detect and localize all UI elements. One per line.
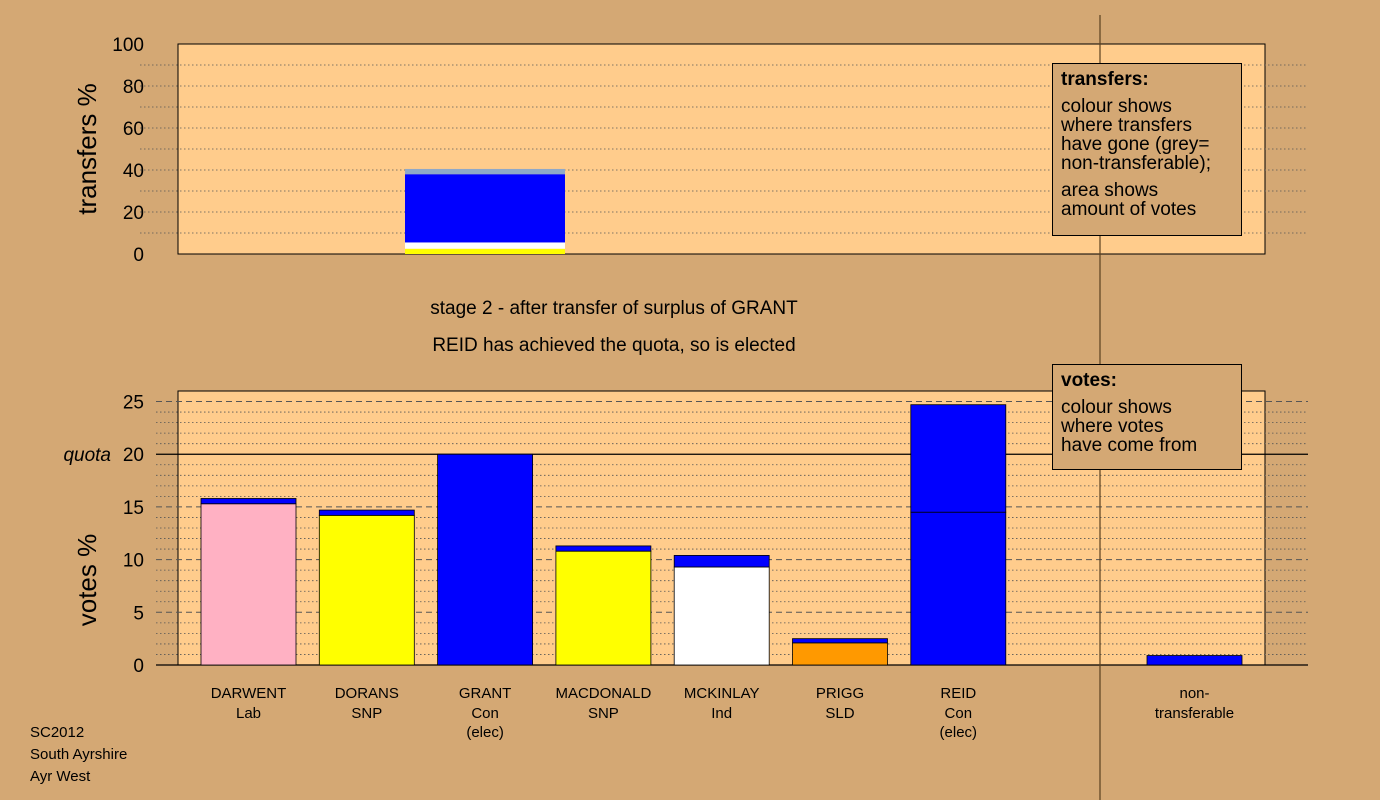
transfer-segment-con [405,248,565,254]
category-label: MACDONALD [555,685,651,702]
category-label: GRANT [459,685,512,702]
votes-y-tick-label: 15 [123,498,144,519]
legend-transfers-area-note: area shows amount of votes [1061,180,1197,220]
category-label: DORANS [335,685,399,702]
bar-grant-first [437,453,534,666]
bar-mckinlay-transfer [673,555,770,568]
bar-prigg-first [792,642,888,666]
category-party-label: Lab [236,705,261,722]
bar-darwent-first [200,503,297,666]
votes-y-tick-label: 10 [123,551,144,572]
category-note-label: (elec) [466,724,504,741]
legend-transfers-title: transfers: [1061,69,1149,90]
bar-non-transferable [1146,655,1243,666]
legend-transfers-body: colour shows where transfers have gone (… [1061,96,1211,174]
legend-transfers: transfers: colour shows where transfers … [1052,63,1242,236]
category-note-label: (elec) [940,724,978,741]
footer-election: SC2012 [30,724,85,741]
votes-y-tick-label: 0 [133,656,144,677]
non-transferable-label-1: non- [1179,685,1209,702]
bar-macdonald-transfer [555,545,652,552]
category-party-label: Con [945,705,973,722]
votes-y-axis-title: votes % [72,534,102,627]
footer-council: South Ayrshire [30,746,128,763]
transfers-y-axis-title: transfers % [72,83,102,215]
category-label: PRIGG [816,685,864,702]
category-party-label: SNP [351,705,382,722]
transfers-y-tick-label: 100 [112,35,144,56]
footer-ward: Ayr West [30,768,91,785]
quota-label: quota [63,445,111,466]
votes-y-tick-label: 5 [133,603,144,624]
bar-reid-first [910,511,1007,666]
legend-votes-title: votes: [1061,370,1117,391]
category-label: MCKINLAY [684,685,760,702]
transfer-segment-non-transferable [405,168,565,175]
bar-mckinlay-first [673,566,770,666]
bar-prigg-transfer [792,638,888,644]
transfers-y-tick-label: 0 [133,245,144,266]
category-label: REID [940,685,976,702]
category-party-label: Ind [711,705,732,722]
transfers-y-tick-label: 40 [123,161,144,182]
transfers-y-tick-label: 60 [123,119,144,140]
bar-reid-transfer [910,404,1007,513]
legend-votes-body: colour shows where votes have come from [1061,397,1198,456]
transfer-segment-con [405,174,565,243]
transfer-segment-ind [405,242,565,249]
elected-caption: REID has achieved the quota, so is elect… [432,335,795,356]
category-party-label: Con [471,705,499,722]
transfers-y-tick-label: 80 [123,77,144,98]
transfers-y-tick-label: 20 [123,203,144,224]
category-party-label: SNP [588,705,619,722]
bar-dorans-first [318,514,415,666]
legend-votes: votes: colour shows where votes have com… [1052,364,1242,470]
category-label: DARWENT [211,685,287,702]
bar-dorans-transfer [318,509,415,516]
stage-caption: stage 2 - after transfer of surplus of G… [430,298,798,319]
votes-y-tick-label: 25 [123,393,144,414]
category-party-label: SLD [825,705,854,722]
bar-macdonald-first [555,550,652,666]
non-transferable-label-2: transferable [1155,705,1234,722]
footer: SC2012 South Ayrshire Ayr West [30,722,127,788]
votes-y-tick-label: 20 [123,445,144,466]
bar-darwent-transfer [200,498,297,505]
